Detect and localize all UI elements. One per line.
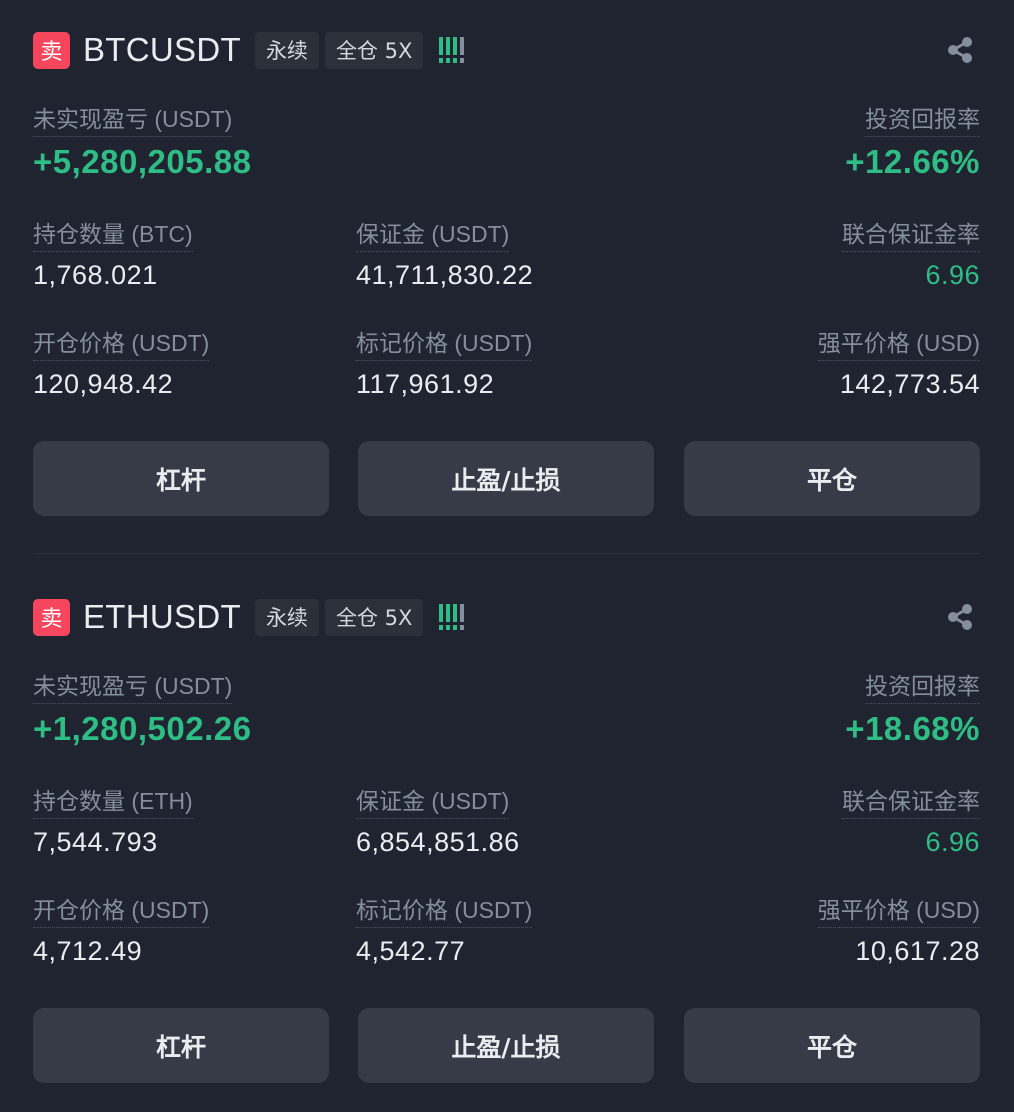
roe: 投资回报率 +12.66% — [845, 100, 980, 181]
close-position-button[interactable]: 平仓 — [684, 441, 980, 516]
margin: 保证金 (USDT) 6,854,851.86 — [356, 782, 520, 858]
symbol[interactable]: BTCUSDT — [83, 31, 241, 68]
entry-price-value: 4,712.49 — [33, 936, 143, 966]
signal-bar — [446, 37, 451, 63]
entry-price-label[interactable]: 开仓价格 (USDT) — [33, 891, 210, 928]
share-icon[interactable] — [945, 35, 975, 65]
unrealized-pnl-value: +1,280,502.26 — [33, 710, 252, 747]
margin: 保证金 (USDT) 41,711,830.22 — [356, 215, 533, 291]
signal-bar — [439, 37, 444, 63]
leverage-button[interactable]: 杠杆 — [33, 1008, 329, 1083]
signal-bar — [453, 604, 458, 630]
liquidation-price-value: 10,617.28 — [855, 936, 980, 966]
unrealized-pnl-label[interactable]: 未实现盈亏 (USDT) — [33, 100, 233, 137]
liquidation-price-label[interactable]: 强平价格 (USD) — [817, 324, 980, 361]
roe-value: +12.66% — [845, 143, 980, 180]
liquidation-price-label[interactable]: 强平价格 (USD) — [817, 891, 980, 928]
position-divider — [33, 553, 980, 554]
signal-bar — [439, 604, 444, 630]
position-size-value: 1,768.021 — [33, 260, 158, 290]
position-card: 卖 ETHUSDT 永续 全仓 5X 未实现盈亏 (USDT) +1,280,5… — [33, 597, 980, 1087]
adl-indicator-icon[interactable] — [439, 37, 465, 63]
signal-bar — [446, 604, 451, 630]
entry-price-label[interactable]: 开仓价格 (USDT) — [33, 324, 210, 361]
unrealized-pnl: 未实现盈亏 (USDT) +1,280,502.26 — [33, 667, 251, 748]
side-badge: 卖 — [33, 31, 70, 69]
tp-sl-button[interactable]: 止盈/止损 — [358, 1008, 654, 1083]
entry-price: 开仓价格 (USDT) 120,948.42 — [33, 324, 210, 400]
margin-ratio: 联合保证金率 6.96 — [842, 215, 980, 291]
margin-ratio-value: 6.96 — [925, 827, 980, 857]
contract-type-tag: 永续 — [254, 598, 319, 636]
entry-price: 开仓价格 (USDT) 4,712.49 — [33, 891, 210, 967]
margin-label[interactable]: 保证金 (USDT) — [356, 215, 510, 252]
position-header: 卖 ETHUSDT 永续 全仓 5X — [33, 597, 980, 637]
symbol[interactable]: ETHUSDT — [83, 598, 241, 635]
side-badge: 卖 — [33, 598, 70, 636]
margin-value: 41,711,830.22 — [356, 260, 534, 290]
leverage-button[interactable]: 杠杆 — [33, 441, 329, 516]
adl-indicator-icon[interactable] — [439, 604, 465, 630]
unrealized-pnl-value: +5,280,205.88 — [33, 143, 252, 180]
margin-label[interactable]: 保证金 (USDT) — [356, 782, 510, 819]
mark-price: 标记价格 (USDT) 117,961.92 — [356, 324, 533, 400]
roe-value: +18.68% — [845, 710, 980, 747]
unrealized-pnl-label[interactable]: 未实现盈亏 (USDT) — [33, 667, 233, 704]
liquidation-price: 强平价格 (USD) 10,617.28 — [817, 891, 980, 967]
contract-type-tag: 永续 — [254, 31, 319, 69]
unrealized-pnl: 未实现盈亏 (USDT) +5,280,205.88 — [33, 100, 251, 181]
position-header: 卖 BTCUSDT 永续 全仓 5X — [33, 30, 980, 70]
margin-ratio-label[interactable]: 联合保证金率 — [842, 782, 980, 819]
position-size-label[interactable]: 持仓数量 (ETH) — [33, 782, 193, 819]
roe-label[interactable]: 投资回报率 — [865, 667, 980, 704]
entry-price-value: 120,948.42 — [33, 369, 174, 399]
mark-price-value: 117,961.92 — [356, 369, 495, 399]
margin-ratio-value: 6.96 — [925, 260, 980, 290]
liquidation-price-value: 142,773.54 — [839, 369, 980, 399]
signal-bar — [460, 604, 465, 630]
position-card: 卖 BTCUSDT 永续 全仓 5X 未实现盈亏 (USDT) +5,280,2… — [33, 30, 980, 520]
margin-value: 6,854,851.86 — [356, 827, 520, 857]
mark-price: 标记价格 (USDT) 4,542.77 — [356, 891, 533, 967]
roe-label[interactable]: 投资回报率 — [865, 100, 980, 137]
liquidation-price: 强平价格 (USD) 142,773.54 — [817, 324, 980, 400]
margin-ratio-label[interactable]: 联合保证金率 — [842, 215, 980, 252]
signal-bar — [460, 37, 465, 63]
position-size-value: 7,544.793 — [33, 827, 158, 857]
mark-price-label[interactable]: 标记价格 (USDT) — [356, 324, 533, 361]
position-size-label[interactable]: 持仓数量 (BTC) — [33, 215, 193, 252]
margin-mode-tag[interactable]: 全仓 5X — [324, 598, 424, 636]
mark-price-value: 4,542.77 — [356, 936, 466, 966]
margin-mode-tag[interactable]: 全仓 5X — [324, 31, 424, 69]
close-position-button[interactable]: 平仓 — [684, 1008, 980, 1083]
position-size: 持仓数量 (BTC) 1,768.021 — [33, 215, 193, 291]
tp-sl-button[interactable]: 止盈/止损 — [358, 441, 654, 516]
mark-price-label[interactable]: 标记价格 (USDT) — [356, 891, 533, 928]
roe: 投资回报率 +18.68% — [845, 667, 980, 748]
margin-ratio: 联合保证金率 6.96 — [842, 782, 980, 858]
share-icon[interactable] — [945, 602, 975, 632]
signal-bar — [453, 37, 458, 63]
position-size: 持仓数量 (ETH) 7,544.793 — [33, 782, 193, 858]
